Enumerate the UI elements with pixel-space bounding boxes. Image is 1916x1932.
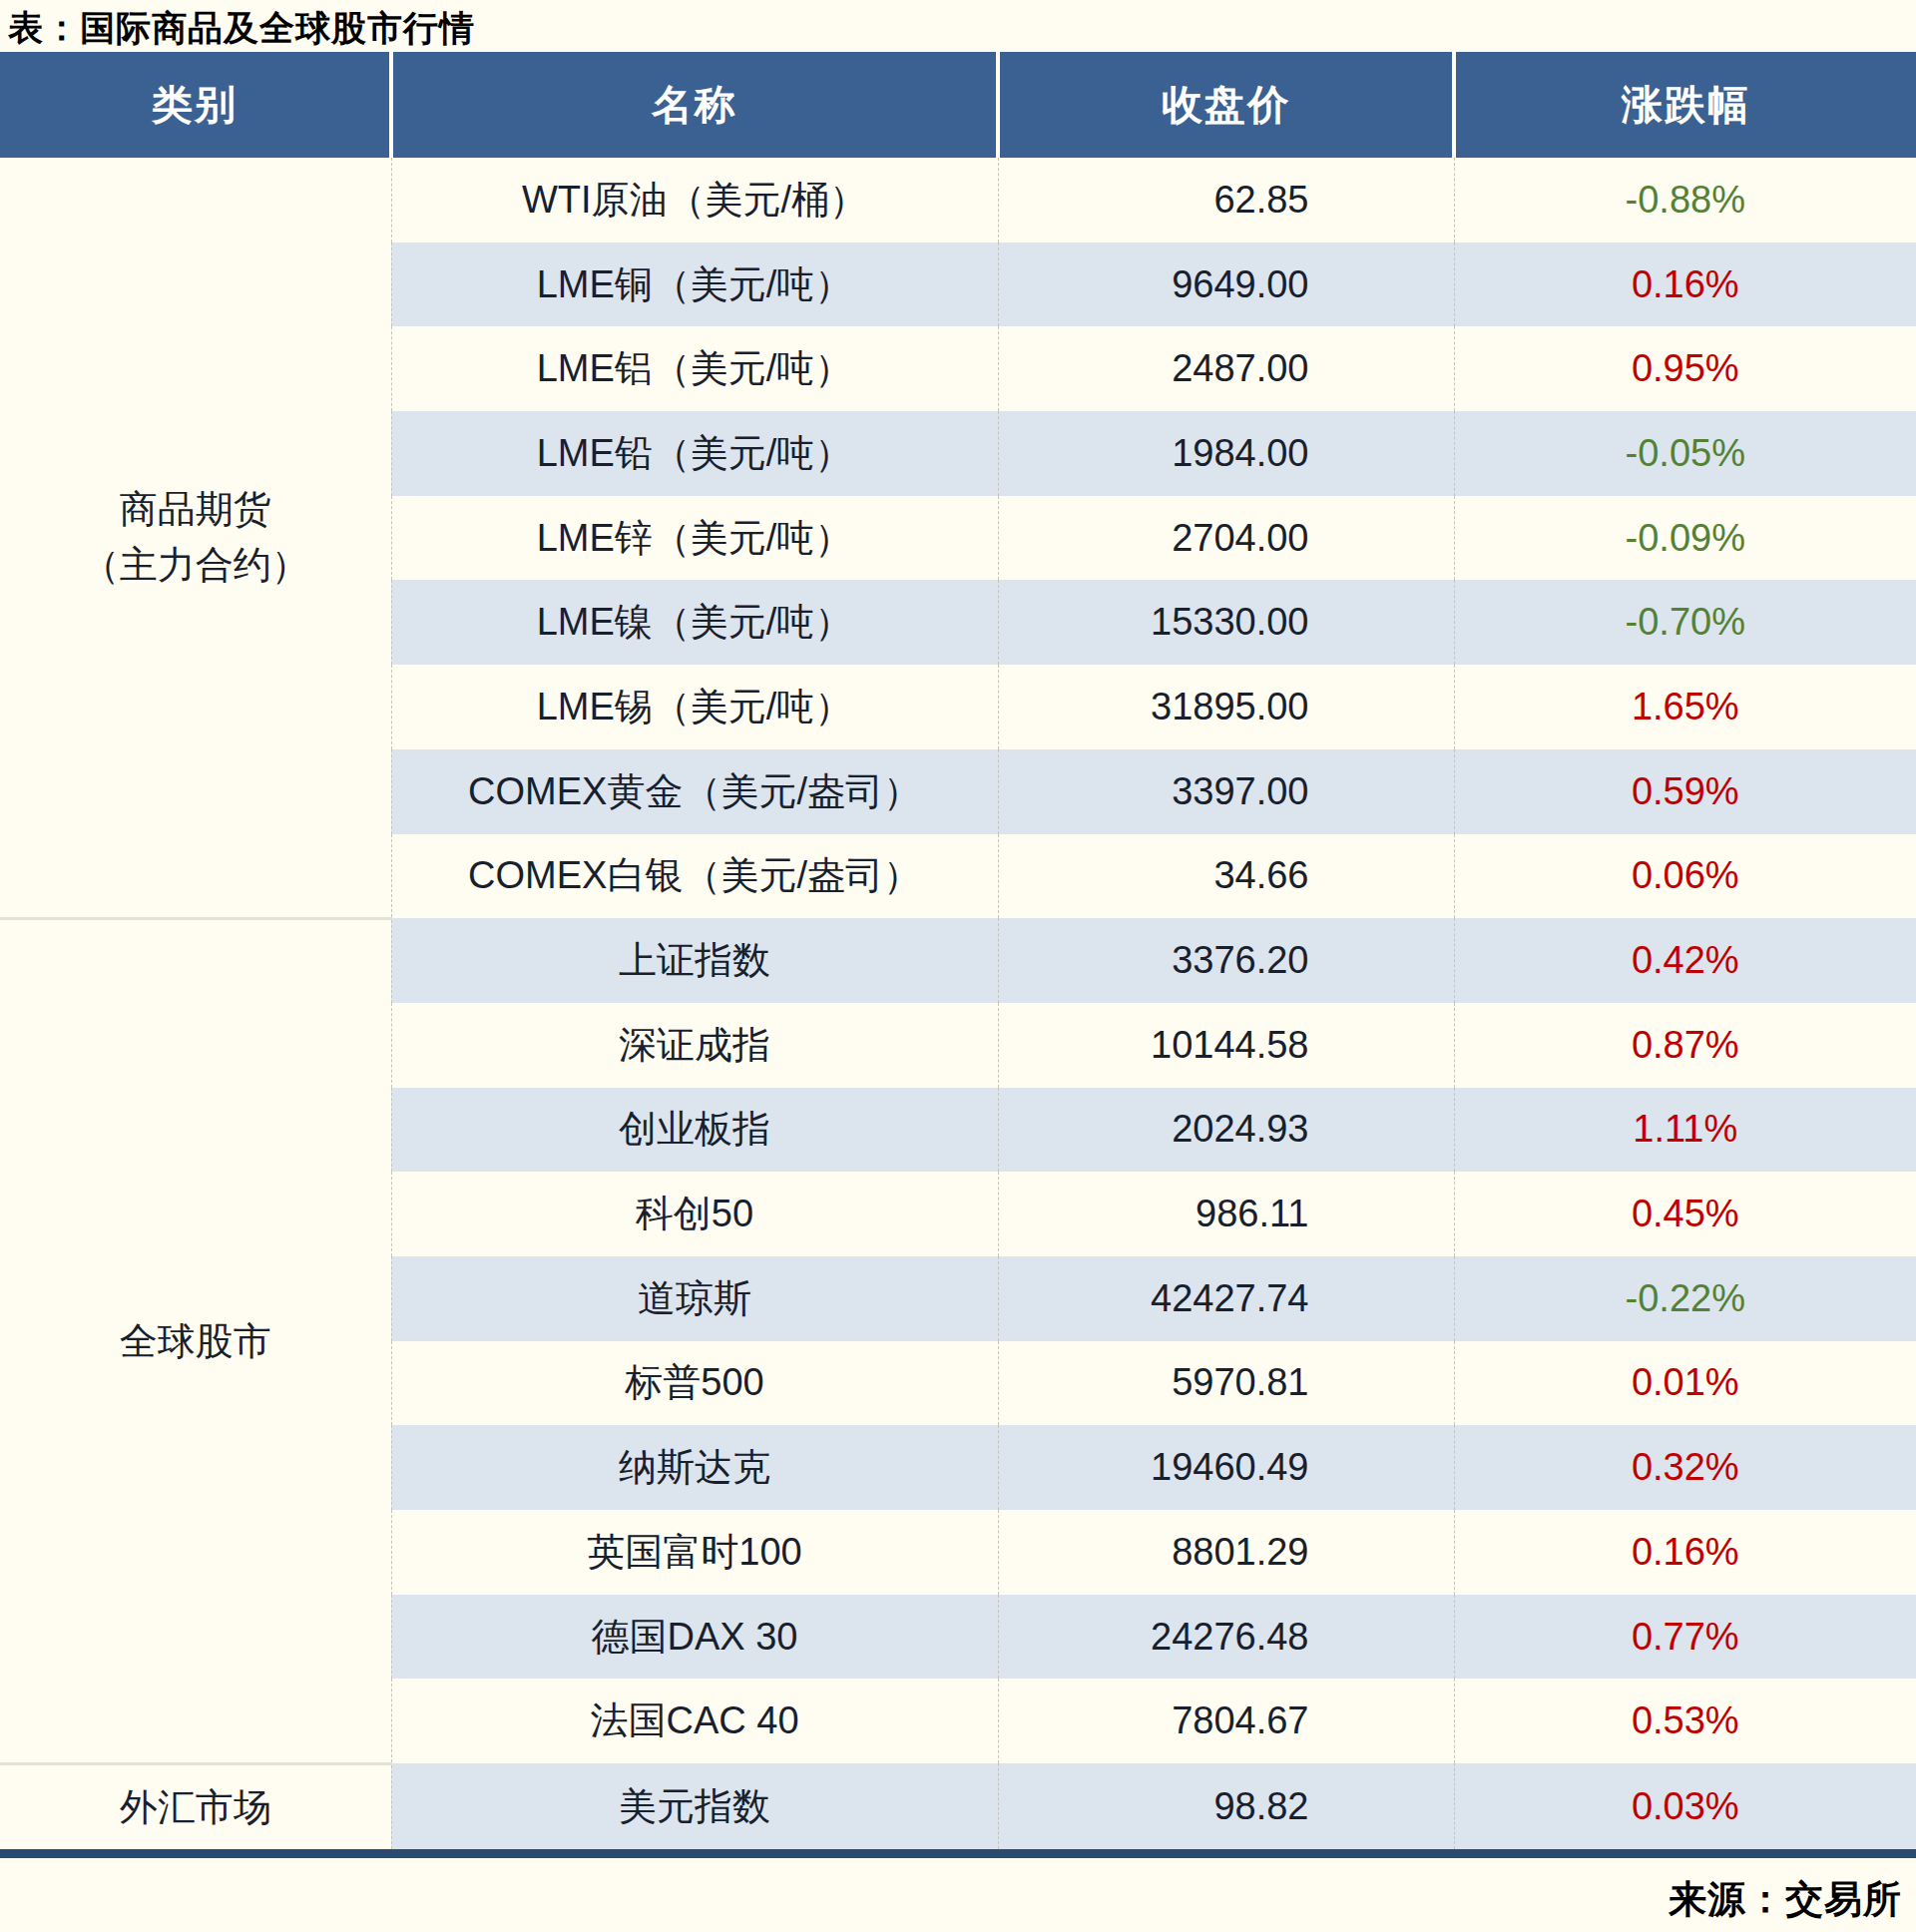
instrument-name: LME锡（美元/吨） bbox=[391, 665, 998, 749]
instrument-name: 英国富时100 bbox=[391, 1510, 998, 1595]
table-row: 外汇市场美元指数98.820.03% bbox=[0, 1763, 1916, 1854]
change-percent: -0.70% bbox=[1454, 580, 1916, 665]
close-price: 9649.00 bbox=[998, 242, 1454, 327]
instrument-name: LME铝（美元/吨） bbox=[391, 326, 998, 411]
instrument-name: COMEX黄金（美元/盎司） bbox=[391, 749, 998, 834]
close-price: 19460.49 bbox=[998, 1425, 1454, 1510]
change-percent: 0.95% bbox=[1454, 326, 1916, 411]
close-price: 2024.93 bbox=[998, 1088, 1454, 1173]
instrument-name: 法国CAC 40 bbox=[391, 1679, 998, 1763]
header-close-price: 收盘价 bbox=[998, 52, 1454, 158]
change-percent: 0.53% bbox=[1454, 1679, 1916, 1763]
close-price: 31895.00 bbox=[998, 665, 1454, 749]
change-percent: 0.77% bbox=[1454, 1595, 1916, 1680]
instrument-name: 美元指数 bbox=[391, 1763, 998, 1854]
close-price: 42427.74 bbox=[998, 1256, 1454, 1341]
category-cell: 全球股市 bbox=[0, 918, 391, 1763]
change-percent: -0.05% bbox=[1454, 411, 1916, 496]
close-price: 24276.48 bbox=[998, 1595, 1454, 1680]
table-row: 商品期货（主力合约）WTI原油（美元/桶）62.85-0.88% bbox=[0, 158, 1916, 242]
header-change-pct: 涨跌幅 bbox=[1454, 52, 1916, 158]
close-price: 98.82 bbox=[998, 1763, 1454, 1854]
change-percent: -0.88% bbox=[1454, 158, 1916, 242]
close-price: 3376.20 bbox=[998, 918, 1454, 1003]
close-price: 2704.00 bbox=[998, 496, 1454, 581]
change-percent: 0.87% bbox=[1454, 1003, 1916, 1088]
instrument-name: 道琼斯 bbox=[391, 1256, 998, 1341]
table-header: 类别 名称 收盘价 涨跌幅 bbox=[0, 52, 1916, 158]
market-quotes-table: 类别 名称 收盘价 涨跌幅 商品期货（主力合约）WTI原油（美元/桶）62.85… bbox=[0, 52, 1916, 1858]
change-percent: 1.65% bbox=[1454, 665, 1916, 749]
change-percent: 0.16% bbox=[1454, 242, 1916, 327]
instrument-name: 纳斯达克 bbox=[391, 1425, 998, 1510]
page-title: 表：国际商品及全球股市行情 bbox=[0, 0, 1916, 52]
data-source-note: 来源：交易所 bbox=[0, 1858, 1916, 1925]
close-price: 62.85 bbox=[998, 158, 1454, 242]
close-price: 8801.29 bbox=[998, 1510, 1454, 1595]
close-price: 5970.81 bbox=[998, 1341, 1454, 1426]
instrument-name: LME锌（美元/吨） bbox=[391, 496, 998, 581]
instrument-name: 深证成指 bbox=[391, 1003, 998, 1088]
instrument-name: 德国DAX 30 bbox=[391, 1595, 998, 1680]
instrument-name: WTI原油（美元/桶） bbox=[391, 158, 998, 242]
change-percent: 0.03% bbox=[1454, 1763, 1916, 1854]
close-price: 2487.00 bbox=[998, 326, 1454, 411]
change-percent: 0.45% bbox=[1454, 1172, 1916, 1256]
market-quotes-page: 表：国际商品及全球股市行情 类别 名称 收盘价 涨跌幅 商品期货（主力合约）WT… bbox=[0, 0, 1916, 1932]
category-label-line: 商品期货 bbox=[0, 481, 391, 537]
instrument-name: 上证指数 bbox=[391, 918, 998, 1003]
header-row: 类别 名称 收盘价 涨跌幅 bbox=[0, 52, 1916, 158]
category-label-line: （主力合约） bbox=[0, 537, 391, 593]
table-row: 全球股市上证指数3376.200.42% bbox=[0, 918, 1916, 1003]
change-percent: 0.59% bbox=[1454, 749, 1916, 834]
close-price: 3397.00 bbox=[998, 749, 1454, 834]
category-label-line: 全球股市 bbox=[0, 1313, 391, 1369]
header-category: 类别 bbox=[0, 52, 391, 158]
change-percent: -0.09% bbox=[1454, 496, 1916, 581]
change-percent: 0.01% bbox=[1454, 1341, 1916, 1426]
change-percent: 0.16% bbox=[1454, 1510, 1916, 1595]
close-price: 986.11 bbox=[998, 1172, 1454, 1256]
instrument-name: LME镍（美元/吨） bbox=[391, 580, 998, 665]
close-price: 34.66 bbox=[998, 834, 1454, 919]
close-price: 10144.58 bbox=[998, 1003, 1454, 1088]
category-cell: 商品期货（主力合约） bbox=[0, 158, 391, 918]
change-percent: 1.11% bbox=[1454, 1088, 1916, 1173]
close-price: 7804.67 bbox=[998, 1679, 1454, 1763]
instrument-name: 标普500 bbox=[391, 1341, 998, 1426]
instrument-name: COMEX白银（美元/盎司） bbox=[391, 834, 998, 919]
close-price: 15330.00 bbox=[998, 580, 1454, 665]
category-cell: 外汇市场 bbox=[0, 1763, 391, 1854]
change-percent: 0.06% bbox=[1454, 834, 1916, 919]
category-label-line: 外汇市场 bbox=[0, 1779, 391, 1835]
change-percent: 0.42% bbox=[1454, 918, 1916, 1003]
close-price: 1984.00 bbox=[998, 411, 1454, 496]
instrument-name: 科创50 bbox=[391, 1172, 998, 1256]
change-percent: 0.32% bbox=[1454, 1425, 1916, 1510]
instrument-name: LME铜（美元/吨） bbox=[391, 242, 998, 327]
change-percent: -0.22% bbox=[1454, 1256, 1916, 1341]
header-name: 名称 bbox=[391, 52, 998, 158]
table-body: 商品期货（主力合约）WTI原油（美元/桶）62.85-0.88%LME铜（美元/… bbox=[0, 158, 1916, 1854]
instrument-name: 创业板指 bbox=[391, 1088, 998, 1173]
instrument-name: LME铅（美元/吨） bbox=[391, 411, 998, 496]
